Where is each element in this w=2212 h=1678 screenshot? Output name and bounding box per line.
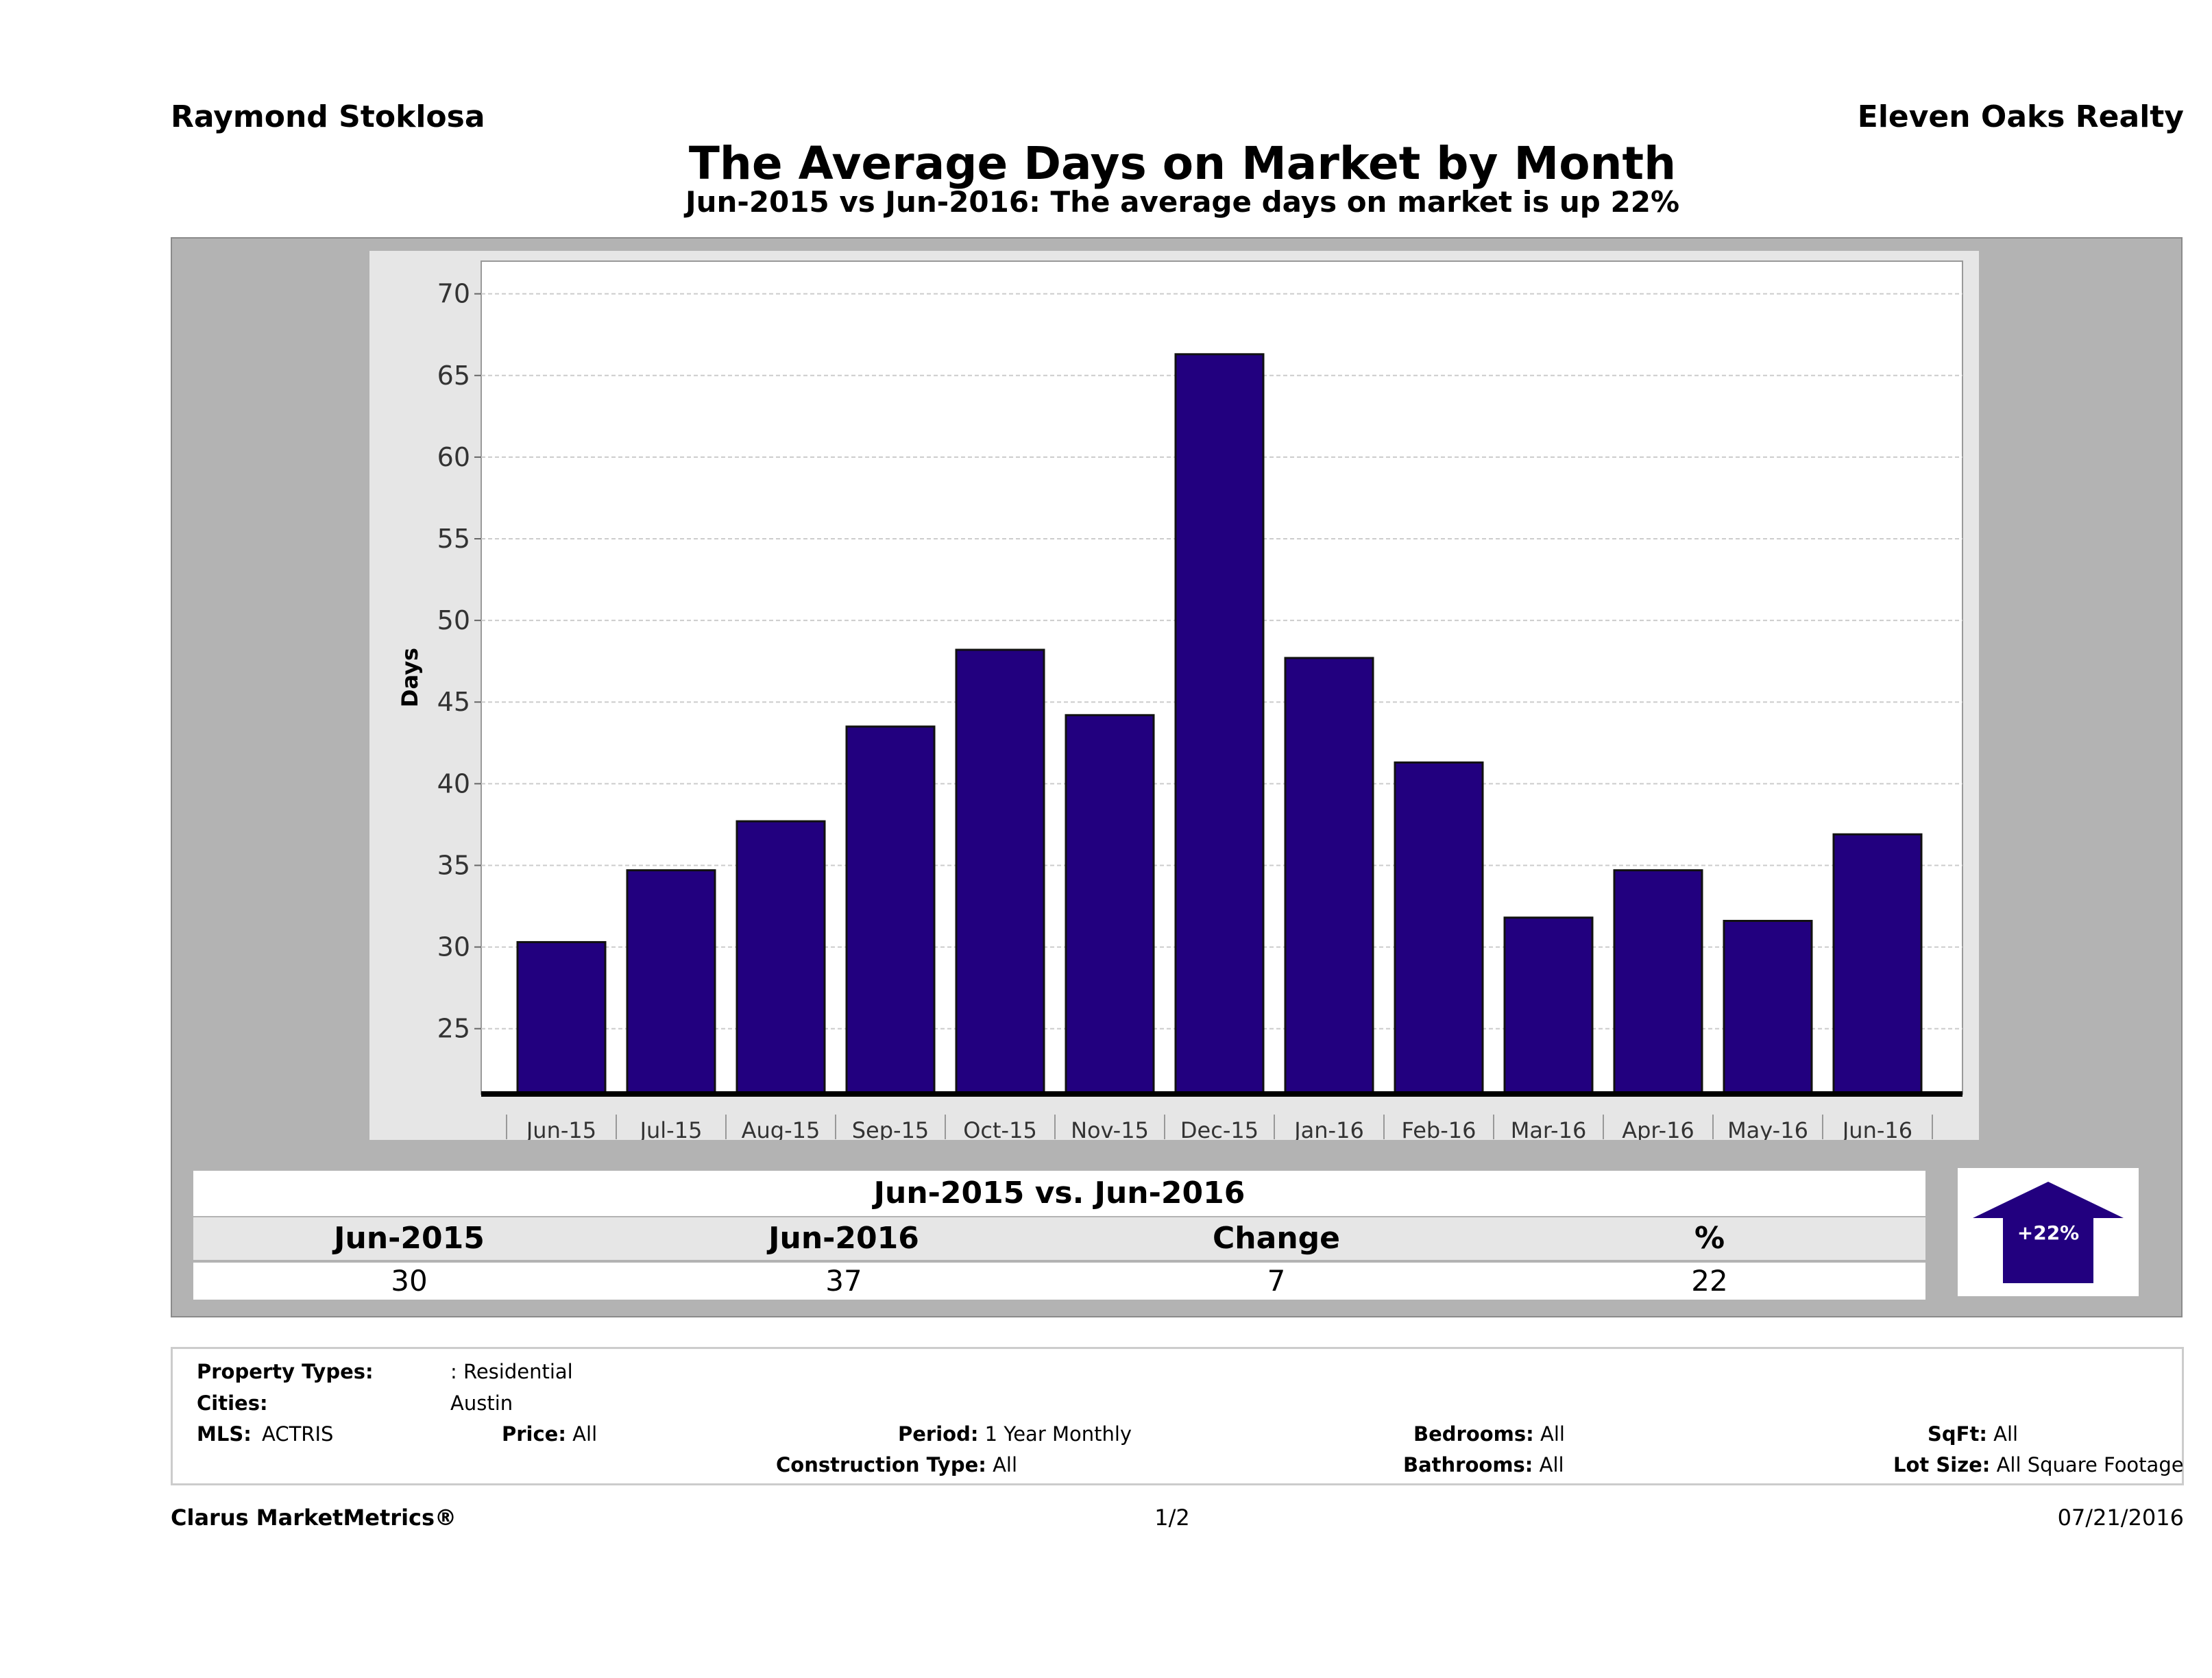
x-tick-label: Aug-15 [742,1117,821,1140]
chart-subtitle: Jun-2015 vs Jun-2016: The average days o… [685,185,1680,219]
x-tick-label: Sep-15 [852,1117,929,1140]
filter-label: MLS: [197,1422,252,1446]
filter-value: All [1993,1422,2019,1446]
value-cell: 7 [1267,1264,1286,1298]
y-tick-label: 30 [437,932,470,962]
column-header: Jun-2016 [768,1221,919,1256]
column-header: Change [1213,1221,1340,1256]
x-tick-label: Jul-15 [639,1117,703,1140]
value-cell: 22 [1691,1264,1728,1298]
bar [1284,657,1374,1095]
bar [1613,869,1703,1095]
filter-value: All [1539,1453,1564,1476]
x-tick-label: May-16 [1727,1117,1808,1140]
agent-name: Raymond Stoklosa [171,99,485,134]
bar [736,820,826,1095]
y-tick-label: 35 [437,850,470,880]
filter-value: All [1540,1422,1565,1446]
filter-label: Cities: [197,1391,268,1415]
chart-title: The Average Days on Market by Month [688,137,1677,190]
filter-label: Price: [502,1422,566,1446]
up-arrow-icon [1973,1182,2124,1283]
bar [1723,919,1813,1095]
x-tick-label: Jan-16 [1293,1117,1364,1140]
column-header: Jun-2015 [334,1221,485,1256]
company-name: Eleven Oaks Realty [1857,99,2184,134]
filter-value: All [993,1453,1018,1476]
value-cell: 37 [825,1264,862,1298]
filter-label: Property Types: [197,1360,374,1383]
summary-heading: Jun-2015 vs. Jun-2016 [873,1176,1245,1211]
filter-value: : Residential [450,1360,573,1383]
summary-header-row: Jun-2015 Jun-2016 Change % [193,1217,1925,1260]
filter-label: Period: [898,1422,979,1446]
filter-value: All [572,1422,598,1446]
y-tick-label: 65 [437,361,470,391]
summary-values-row: 30 37 7 22 [193,1263,1925,1300]
y-tick-label: 60 [437,442,470,472]
x-tick-label: Nov-15 [1071,1117,1149,1140]
filter-value: Austin [450,1391,513,1415]
y-tick-label: 40 [437,768,470,799]
filters-box: Property Types: : Residential Cities: Au… [171,1347,2184,1485]
y-axis-label: Days [397,648,423,707]
x-tick-label: Jun-15 [525,1117,596,1140]
change-badge-label: +22% [2017,1221,2080,1244]
change-badge: +22% [1958,1168,2139,1296]
y-tick-label: 70 [437,279,470,309]
bar [1394,761,1484,1095]
y-tick-label: 55 [437,524,470,554]
x-tick-label: Mar-16 [1511,1117,1587,1140]
filter-label: Construction Type: [776,1453,986,1476]
filter-label: Bathrooms: [1403,1453,1533,1476]
x-tick-label: Dec-15 [1180,1117,1259,1140]
filter-label: Lot Size: [1893,1453,1991,1476]
x-tick-label: Jun-16 [1841,1117,1912,1140]
filter-value: 1 Year Monthly [984,1422,1132,1446]
x-tick-label: Apr-16 [1622,1117,1694,1140]
filter-value: All Square Footage [1996,1453,2184,1476]
bar [626,869,716,1095]
value-cell: 30 [391,1264,428,1298]
bar-chart: 25 30 35 40 45 50 55 60 65 70 Days Jun-15 Jul-15 Aug-… [397,260,1963,1140]
report-date: 07/21/2016 [2057,1505,2184,1531]
bar [516,940,607,1095]
filter-label: Bedrooms: [1413,1422,1534,1446]
bar [1065,714,1155,1095]
y-tick-label: 45 [437,687,470,717]
x-tick-label: Feb-16 [1402,1117,1476,1140]
bar [845,725,936,1095]
y-tick-label: 50 [437,605,470,635]
filter-label: SqFt: [1928,1422,1987,1446]
bar [1174,353,1265,1095]
column-header: % [1694,1221,1725,1256]
bar [1503,916,1594,1095]
y-tick-label: 25 [437,1014,470,1044]
page-number: 1/2 [1154,1505,1190,1531]
bar [955,648,1045,1095]
brand-footer: Clarus MarketMetrics® [171,1505,457,1531]
bar [1832,833,1923,1095]
x-tick-label: Oct-15 [963,1117,1037,1140]
summary-heading-row: Jun-2015 vs. Jun-2016 [193,1171,1925,1216]
filter-value: ACTRIS [262,1422,334,1446]
